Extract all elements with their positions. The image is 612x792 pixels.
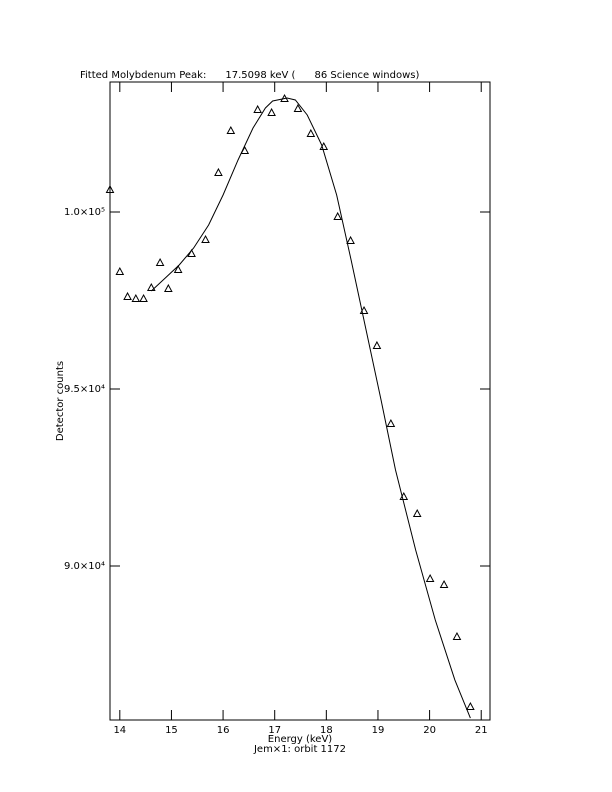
data-point bbox=[333, 211, 343, 220]
y-axis-label: Detector counts bbox=[55, 361, 66, 441]
data-point bbox=[425, 573, 435, 583]
data-point bbox=[267, 107, 276, 116]
data-point bbox=[386, 418, 396, 428]
x-tick-label: 20 bbox=[423, 725, 436, 736]
subtitle: Jem×1: orbit 1172 bbox=[253, 744, 346, 755]
data-point bbox=[466, 701, 475, 711]
data-point bbox=[412, 508, 422, 518]
data-point bbox=[123, 291, 132, 300]
x-tick-label: 15 bbox=[165, 725, 178, 736]
data-point bbox=[226, 125, 236, 134]
x-tick-label: 18 bbox=[320, 725, 333, 736]
data-point bbox=[139, 293, 148, 303]
data-point bbox=[146, 282, 156, 291]
data-point bbox=[173, 264, 183, 273]
y-tick-label: 9.5×10⁴ bbox=[64, 384, 105, 395]
data-point bbox=[306, 128, 316, 137]
x-axis-label: Energy (keV) bbox=[268, 734, 333, 745]
data-point bbox=[105, 184, 115, 193]
data-point bbox=[155, 257, 165, 267]
data-point bbox=[115, 266, 125, 275]
data-point bbox=[253, 104, 263, 113]
y-tick-label: 9.0×10⁴ bbox=[64, 561, 105, 572]
data-point bbox=[346, 235, 355, 244]
data-point bbox=[201, 234, 210, 243]
data-point bbox=[131, 293, 141, 303]
x-tick-label: 16 bbox=[217, 725, 230, 736]
data-point bbox=[214, 167, 223, 176]
x-tick-label: 19 bbox=[372, 725, 385, 736]
data-point bbox=[293, 103, 303, 112]
data-point bbox=[439, 579, 449, 589]
x-tick-label: 21 bbox=[475, 725, 488, 736]
plot-frame bbox=[109, 81, 491, 721]
y-tick-label: 1.0×10⁵ bbox=[64, 207, 105, 218]
chart-title: Fitted Molybdenum Peak: 17.5098 keV ( 86… bbox=[80, 70, 420, 81]
data-point bbox=[452, 631, 462, 641]
fit-line bbox=[150, 97, 471, 719]
x-tick-label: 14 bbox=[113, 725, 126, 736]
x-tick-label: 17 bbox=[268, 725, 281, 736]
data-point bbox=[164, 283, 173, 292]
data-point bbox=[372, 340, 382, 349]
